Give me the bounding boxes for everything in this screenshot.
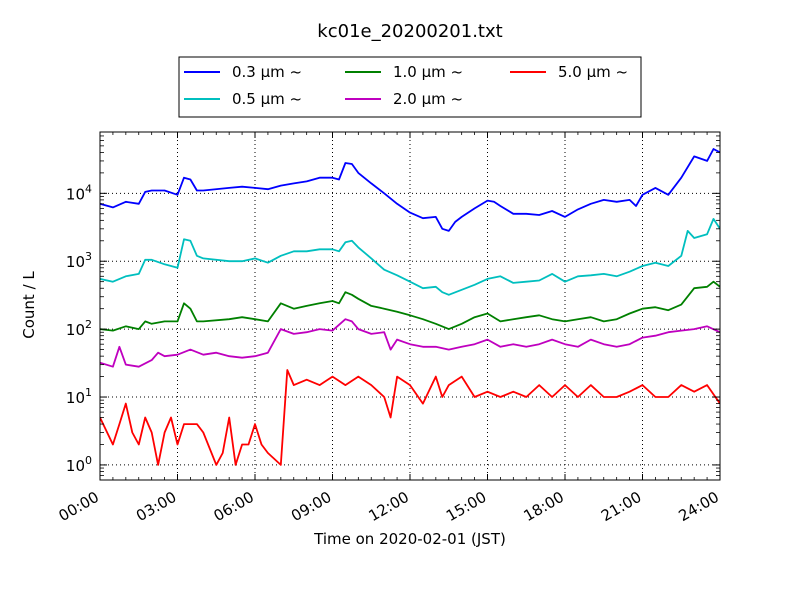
legend: 0.3 µm ~ 0.5 µm ~ 1.0 µm ~ 2.0 µm ~ 5.0 µm ~ xyxy=(178,56,642,118)
x-axis-label: Time on 2020-02-01 (JST) xyxy=(313,530,506,548)
legend-label-5: 5.0 µm ~ xyxy=(558,63,628,81)
y-tick-label: 104 xyxy=(66,182,92,203)
y-tick-label: 102 xyxy=(66,318,92,339)
y-tick-label: 103 xyxy=(66,250,92,271)
series-line-1 xyxy=(100,148,720,232)
series-line-4 xyxy=(100,318,720,368)
y-tick-label: 100 xyxy=(66,454,92,475)
legend-box xyxy=(178,56,642,118)
legend-label-4: 2.0 µm ~ xyxy=(393,90,463,108)
y-tick-label: 101 xyxy=(66,386,92,407)
y-axis-label: Count / L xyxy=(20,271,38,339)
axis-ticks xyxy=(99,131,721,481)
legend-label-2: 0.5 µm ~ xyxy=(232,90,302,108)
y-tick-labels: 100 101 102 103 104 xyxy=(66,182,92,475)
chart-title: kc01e_20200201.txt xyxy=(317,21,502,42)
legend-label-3: 1.0 µm ~ xyxy=(393,63,463,81)
series-line-2 xyxy=(100,218,720,296)
series-line-5 xyxy=(100,369,720,466)
legend-label-1: 0.3 µm ~ xyxy=(232,63,302,81)
series-line-3 xyxy=(100,280,720,332)
series-lines xyxy=(100,148,720,466)
